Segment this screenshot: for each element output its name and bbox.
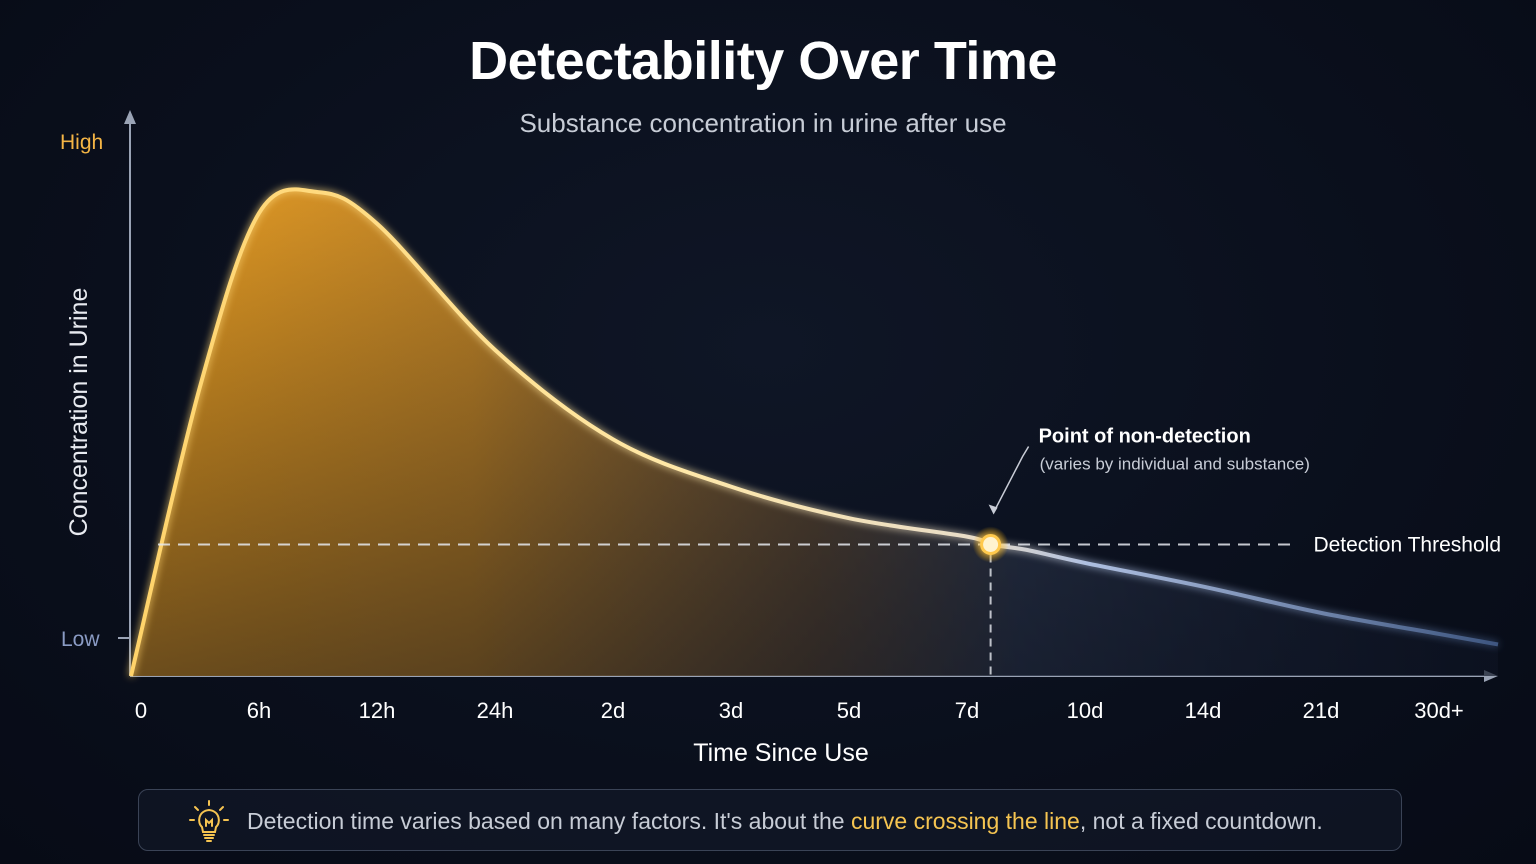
x-tick-label: 21d (1303, 698, 1340, 723)
x-tick-label: 2d (601, 698, 625, 723)
y-axis-label: Concentration in Urine (65, 288, 93, 537)
x-tick-label: 10d (1067, 698, 1104, 723)
x-tick-label: 6h (247, 698, 271, 723)
lightbulb-icon (189, 800, 229, 842)
chart-subtitle: Substance concentration in urine after u… (519, 108, 1007, 138)
annotation-pointer-line (993, 446, 1030, 511)
info-note-text: Detection time varies based on many fact… (247, 808, 851, 834)
info-note: Detection time varies based on many fact… (247, 790, 1323, 852)
concentration-area-shade (131, 189, 1498, 676)
y-tick-low-label: Low (61, 628, 100, 651)
x-tick-label: 3d (719, 698, 743, 723)
concentration-curve (129, 187, 1499, 677)
y-tick-high: High (60, 131, 103, 154)
annotation-title: Point of non-detection (1039, 426, 1251, 448)
x-tick-label: 30d+ (1414, 698, 1464, 723)
x-axis-label: Time Since Use (693, 739, 869, 767)
detection-threshold-label: Detection Threshold (1313, 534, 1501, 557)
info-note-highlight: curve crossing the line (850, 808, 1080, 834)
non-detection-point (980, 534, 1002, 555)
x-tick-label: 14d (1185, 698, 1222, 723)
x-tick-label: 7d (955, 698, 979, 723)
x-tick-labels: 0 6h 12h 24h 2d 3d 5d 7d 10d 14d 21d 30d+ (135, 698, 1464, 723)
info-note-text-end: , not a fixed countdown. (1079, 808, 1323, 834)
x-tick-label: 5d (837, 698, 861, 723)
info-callout: Detection time varies based on many fact… (138, 789, 1402, 851)
annotation-arrow-icon (988, 504, 998, 515)
x-tick-label: 24h (477, 698, 514, 723)
x-tick-label: 0 (135, 698, 147, 723)
x-tick-label: 12h (359, 698, 396, 723)
y-axis-arrow-icon (124, 110, 136, 124)
annotation-subtitle: (varies by individual and substance) (1040, 455, 1310, 474)
chart-title: Detectability Over Time (469, 31, 1057, 91)
